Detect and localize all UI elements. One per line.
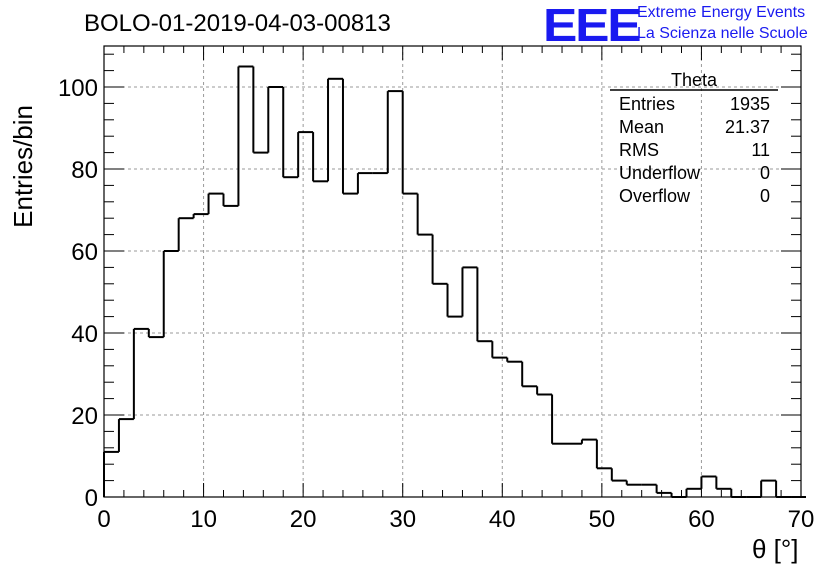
y-tick-label: 100 bbox=[58, 75, 98, 102]
stats-row-label: Overflow bbox=[619, 186, 691, 206]
x-tick-label: 10 bbox=[190, 506, 217, 533]
run-title: BOLO-01-2019-04-03-00813 bbox=[84, 10, 391, 37]
plot-frame bbox=[103, 45, 802, 498]
y-tick-label: 20 bbox=[71, 403, 98, 430]
x-axis-label: θ [°] bbox=[752, 534, 799, 564]
y-tick-label: 0 bbox=[85, 485, 98, 512]
logo-line-2: La Scienza nelle Scuole bbox=[637, 25, 808, 42]
stats-row-label: Mean bbox=[619, 117, 664, 137]
stats-row-value: 0 bbox=[760, 163, 770, 183]
y-tick-label: 80 bbox=[71, 157, 98, 184]
eee-logo-mark: EEE bbox=[543, 0, 642, 51]
x-tick-label: 0 bbox=[97, 506, 110, 533]
x-tick-label: 30 bbox=[389, 506, 416, 533]
x-tick-label: 60 bbox=[688, 506, 715, 533]
x-tick-label: 40 bbox=[489, 506, 516, 533]
stats-box-title: Theta bbox=[671, 70, 718, 90]
stats-row-value: 0 bbox=[760, 186, 770, 206]
stats-row-value: 1935 bbox=[730, 94, 770, 114]
x-tick-label: 20 bbox=[290, 506, 317, 533]
y-tick-label: 60 bbox=[71, 239, 98, 266]
stats-row-label: RMS bbox=[619, 140, 659, 160]
x-tick-label: 70 bbox=[788, 506, 815, 533]
logo-line-1: Extreme Energy Events bbox=[637, 4, 806, 21]
x-tick-label: 50 bbox=[589, 506, 616, 533]
y-tick-label: 40 bbox=[71, 321, 98, 348]
y-axis-label: Entries/bin bbox=[8, 105, 38, 228]
stats-row-value: 21.37 bbox=[725, 117, 770, 137]
stats-row-value: 11 bbox=[751, 140, 770, 160]
stats-row-label: Underflow bbox=[619, 163, 701, 183]
stats-row-label: Entries bbox=[619, 94, 675, 114]
